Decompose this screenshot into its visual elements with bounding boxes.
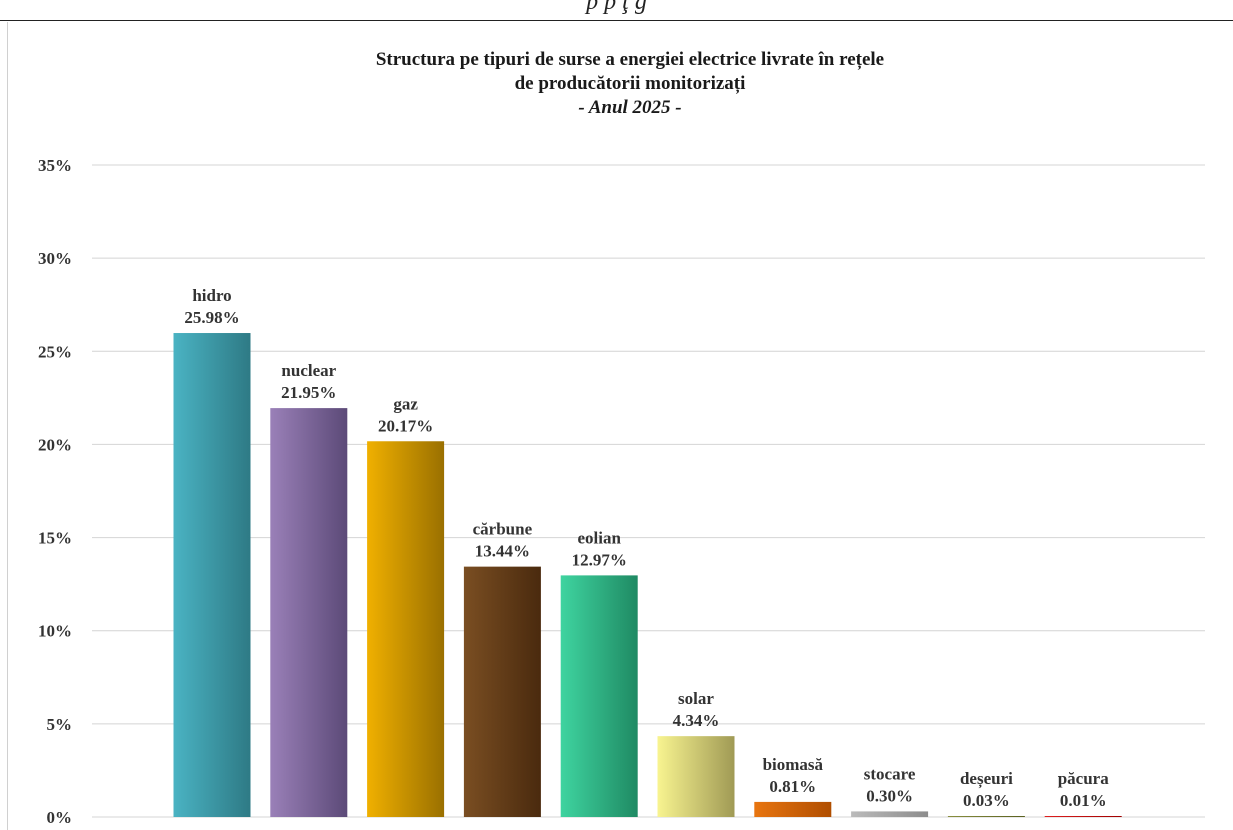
y-tick-label: 5% bbox=[47, 715, 73, 734]
bar-category-label: deșeuri bbox=[960, 769, 1013, 789]
bar-category-label: cărbune bbox=[473, 520, 533, 539]
bars bbox=[173, 333, 1122, 817]
grid-lines bbox=[92, 164, 1205, 818]
bar-value-label: 4.34% bbox=[673, 711, 720, 730]
cut-off-header-text: p p ţ g bbox=[586, 0, 647, 15]
chart-title-line-2: de producătorii monitorizați bbox=[514, 73, 746, 94]
bar-value-label: 13.44% bbox=[475, 542, 530, 561]
bar-0 bbox=[173, 333, 251, 817]
bar-4 bbox=[560, 575, 638, 817]
y-tick-label: 35% bbox=[38, 156, 72, 175]
y-tick-label: 20% bbox=[38, 435, 72, 454]
bar-5 bbox=[657, 736, 735, 817]
bar-8 bbox=[947, 816, 1025, 817]
bar-category-label: eolian bbox=[577, 528, 621, 547]
bar-2 bbox=[367, 441, 445, 817]
bar-value-label: 0.81% bbox=[769, 777, 816, 796]
cut-off-page-header: p p ţ g bbox=[0, 0, 1233, 21]
y-tick-label: 15% bbox=[38, 529, 72, 548]
chart-subtitle: - Anul 2025 - bbox=[578, 97, 682, 118]
bar-category-label: biomasă bbox=[763, 755, 824, 774]
bar-value-label: 12.97% bbox=[572, 550, 627, 569]
bar-value-label: 0.01% bbox=[1060, 791, 1107, 810]
bar-value-label: 0.30% bbox=[866, 786, 913, 805]
chart-title: Structura pe tipuri de surse a energiei … bbox=[150, 48, 1110, 120]
y-tick-label: 0% bbox=[47, 808, 73, 827]
bar-labels: hidro 25.98% nuclear 21.95% gaz 20.17% cărbune… bbox=[184, 286, 1109, 810]
y-tick-label: 10% bbox=[38, 622, 72, 641]
y-tick-label: 30% bbox=[38, 249, 72, 268]
bar-value-label: 21.95% bbox=[281, 383, 336, 402]
bar-category-label: gaz bbox=[393, 394, 418, 413]
chart-title-line-1: Structura pe tipuri de surse a energiei … bbox=[375, 49, 885, 70]
bar-9 bbox=[1044, 816, 1122, 817]
bar-category-label: hidro bbox=[192, 286, 231, 305]
bar-category-label: solar bbox=[678, 689, 714, 708]
bar-category-label: nuclear bbox=[281, 361, 336, 380]
chart-frame-left-border bbox=[7, 22, 8, 830]
bar-1 bbox=[270, 408, 348, 817]
y-axis-tick-labels: 0% 5% 10% 15% 20% 25% 30% 35% bbox=[38, 156, 72, 827]
bar-value-label: 0.03% bbox=[963, 791, 1010, 810]
bar-value-label: 20.17% bbox=[378, 416, 433, 435]
bar-category-label: stocare bbox=[864, 764, 916, 783]
bar-7 bbox=[851, 811, 929, 817]
bar-3 bbox=[463, 566, 541, 817]
bar-value-label: 25.98% bbox=[184, 308, 239, 327]
bar-category-label: păcura bbox=[1058, 769, 1110, 788]
bar-6 bbox=[754, 801, 832, 817]
y-tick-label: 25% bbox=[38, 342, 72, 361]
